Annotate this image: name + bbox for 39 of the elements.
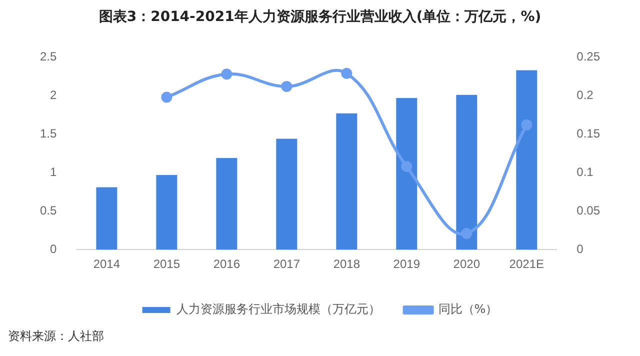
y-tick-label: 1 [50,164,57,179]
y-tick-label: 2.5 [40,50,57,64]
bar [276,138,298,250]
point [341,68,352,79]
x-tick-label: 2016 [213,257,240,272]
x-tick-label: 2020 [453,257,480,272]
bar [456,94,478,250]
bar [156,174,178,250]
point [461,228,472,239]
point [161,92,172,103]
y2-tick-label: 0.05 [576,203,600,218]
bar [396,98,418,250]
y-tick-label: 1.5 [40,126,57,140]
text: 资料来源：人社部 [8,328,104,345]
bar [336,113,358,250]
chart-title: 图表3：2014-2021年人力资源服务行业营业收入(单位：万亿元，%) [98,8,542,27]
x-tick-label: 2018 [333,257,360,272]
y2-tick-label: 0.1 [576,164,594,179]
point [221,68,232,80]
point [521,119,532,130]
y2-tick-label: 0.15 [576,126,600,140]
x-tick-label: 2021E [509,257,544,272]
y-tick-label: 2 [50,88,57,102]
x-tick-label: 2017 [273,257,300,272]
bar [516,70,538,250]
x-tick-label: 2014 [93,257,120,272]
y-tick-label: 0 [50,242,57,256]
point [401,160,412,172]
bar [216,158,238,250]
legend-label: 同比（%） [438,302,498,316]
y-tick-label: 0.5 [40,203,57,218]
y2-tick-label: 0.2 [576,88,594,102]
bar [96,187,118,250]
y2-tick-label: 0 [576,242,584,256]
x-tick-label: 2019 [393,257,420,272]
x-tick-label: 2015 [153,257,180,272]
point [281,80,292,92]
legend-label: 人力资源服务行业市场规模（万亿元） [176,302,380,316]
y2-tick-label: 0.25 [576,50,600,64]
